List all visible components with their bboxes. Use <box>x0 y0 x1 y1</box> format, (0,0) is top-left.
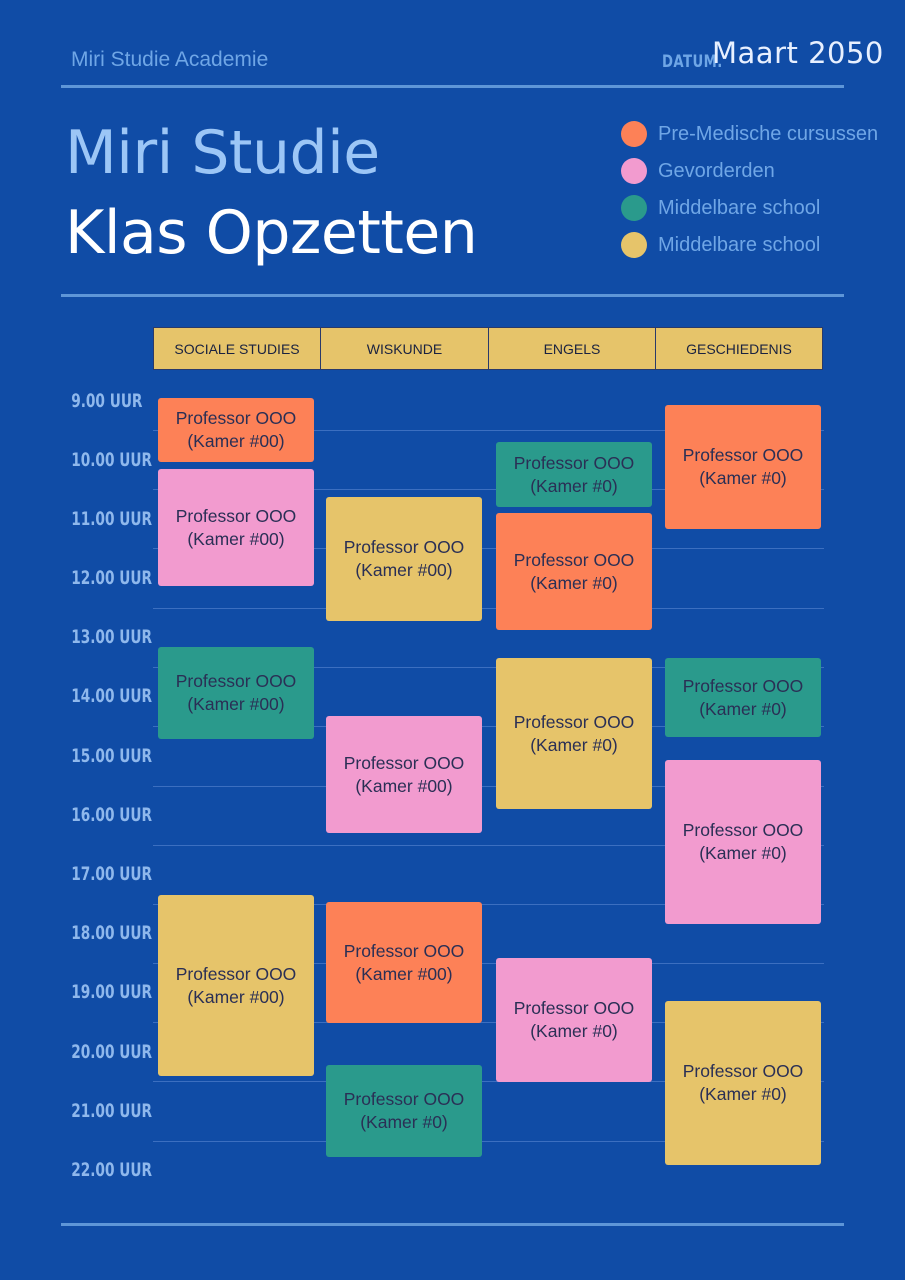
class-room: (Kamer #00) <box>187 694 285 714</box>
class-room: (Kamer #00) <box>187 431 285 451</box>
class-room: (Kamer #0) <box>530 1021 618 1041</box>
class-professor: Professor OOO <box>682 820 804 840</box>
grid-line <box>153 963 824 964</box>
class-room: (Kamer #0) <box>360 1112 448 1132</box>
class-professor: Professor OOO <box>513 998 635 1018</box>
legend-label: Middelbare school <box>658 196 821 219</box>
legend-label: Pre-Medische cursussen <box>658 122 879 145</box>
time-label: 15.00 UUR <box>71 745 152 767</box>
class-block[interactable]: Professor OOO (Kamer #0) <box>665 405 821 529</box>
class-room: (Kamer #00) <box>355 560 453 580</box>
class-professor: Professor OOO <box>513 711 635 732</box>
time-label: 22.00 UUR <box>71 1159 152 1181</box>
class-professor: Professor OOO <box>513 452 635 473</box>
time-label: 14.00 UUR <box>71 685 152 707</box>
class-block[interactable]: Professor OOO (Kamer #00) <box>326 716 482 833</box>
legend-label: Middelbare school <box>658 233 821 256</box>
grid-line <box>153 904 824 905</box>
legend-item-highschool-teal: Middelbare school <box>621 193 820 223</box>
class-room: (Kamer #0) <box>699 698 787 719</box>
class-professor: Professor OOO <box>343 940 465 961</box>
top-divider <box>61 85 844 88</box>
column-header-english: ENGELS <box>488 327 656 370</box>
grid-line <box>153 667 824 668</box>
class-room: (Kamer #0) <box>699 843 787 863</box>
time-label: 20.00 UUR <box>71 1041 152 1063</box>
class-room: (Kamer #0) <box>699 468 787 488</box>
class-block[interactable]: Professor OOO (Kamer #00) <box>158 895 314 1076</box>
class-room: (Kamer #0) <box>530 475 618 496</box>
time-label: 18.00 UUR <box>71 922 152 944</box>
academy-name: Miri Studie Academie <box>71 48 269 71</box>
legend-dot-pink <box>621 158 647 184</box>
class-room: (Kamer #00) <box>355 775 453 796</box>
grid-line <box>153 608 824 609</box>
class-block[interactable]: Professor OOO (Kamer #0) <box>496 513 652 630</box>
header-divider <box>61 294 844 297</box>
time-label: 12.00 UUR <box>71 567 152 589</box>
class-room: (Kamer #00) <box>187 528 285 549</box>
class-professor: Professor OOO <box>513 549 635 570</box>
class-professor: Professor OOO <box>682 1061 804 1081</box>
grid-line <box>153 726 824 727</box>
column-header-social-studies: SOCIALE STUDIES <box>153 327 321 370</box>
class-room: (Kamer #0) <box>530 734 618 755</box>
legend-label: Gevorderden <box>658 159 775 182</box>
footer-divider <box>61 1223 844 1226</box>
legend-item-premedical: Pre-Medische cursussen <box>621 119 878 149</box>
legend-item-advanced: Gevorderden <box>621 156 775 186</box>
grid-line <box>153 845 824 846</box>
time-label: 13.00 UUR <box>71 626 152 648</box>
class-professor: Professor OOO <box>682 445 804 465</box>
class-block[interactable]: Professor OOO (Kamer #00) <box>158 398 314 462</box>
class-block[interactable]: Professor OOO (Kamer #0) <box>665 760 821 924</box>
class-room: (Kamer #00) <box>355 963 453 984</box>
date-label: DATUM. <box>662 52 723 72</box>
class-block[interactable]: Professor OOO (Kamer #0) <box>496 442 652 507</box>
legend-item-highschool-yellow: Middelbare school <box>621 230 820 260</box>
legend-dot-teal <box>621 195 647 221</box>
class-block[interactable]: Professor OOO (Kamer #00) <box>158 647 314 739</box>
class-professor: Professor OOO <box>343 752 465 773</box>
time-label: 10.00 UUR <box>71 449 152 471</box>
class-professor: Professor OOO <box>175 505 297 526</box>
class-block[interactable]: Professor OOO (Kamer #00) <box>158 469 314 586</box>
grid-line <box>153 1141 824 1142</box>
class-professor: Professor OOO <box>175 671 297 691</box>
class-room: (Kamer #0) <box>699 1084 787 1104</box>
class-block[interactable]: Professor OOO (Kamer #0) <box>496 958 652 1082</box>
grid-line <box>153 786 824 787</box>
class-room: (Kamer #0) <box>530 572 618 593</box>
time-label: 16.00 UUR <box>71 804 152 826</box>
class-professor: Professor OOO <box>175 408 297 428</box>
time-label: 11.00 UUR <box>71 508 152 530</box>
class-professor: Professor OOO <box>175 963 297 984</box>
grid-line <box>153 489 824 490</box>
class-professor: Professor OOO <box>343 537 465 557</box>
page-title-line1: Miri Studie <box>65 118 380 188</box>
grid-line <box>153 430 824 431</box>
class-block[interactable]: Professor OOO (Kamer #00) <box>326 902 482 1023</box>
page-title-line2: Klas Opzetten <box>65 198 478 268</box>
grid-line <box>153 1081 824 1082</box>
legend-dot-orange <box>621 121 647 147</box>
class-block[interactable]: Professor OOO (Kamer #0) <box>496 658 652 809</box>
legend-dot-yellow <box>621 232 647 258</box>
class-professor: Professor OOO <box>343 1089 465 1109</box>
time-label: 19.00 UUR <box>71 981 152 1003</box>
class-block[interactable]: Professor OOO (Kamer #0) <box>665 1001 821 1165</box>
time-label: 9.00 UUR <box>71 390 143 412</box>
class-professor: Professor OOO <box>682 675 804 696</box>
grid-line <box>153 1022 824 1023</box>
date-value: Maart 2050 <box>712 36 884 70</box>
time-label: 17.00 UUR <box>71 863 152 885</box>
class-block[interactable]: Professor OOO (Kamer #0) <box>326 1065 482 1157</box>
column-header-math: WISKUNDE <box>320 327 489 370</box>
grid-line <box>153 548 824 549</box>
class-room: (Kamer #00) <box>187 986 285 1007</box>
time-label: 21.00 UUR <box>71 1100 152 1122</box>
class-block[interactable]: Professor OOO (Kamer #0) <box>665 658 821 737</box>
class-block[interactable]: Professor OOO (Kamer #00) <box>326 497 482 621</box>
column-header-history: GESCHIEDENIS <box>655 327 823 370</box>
